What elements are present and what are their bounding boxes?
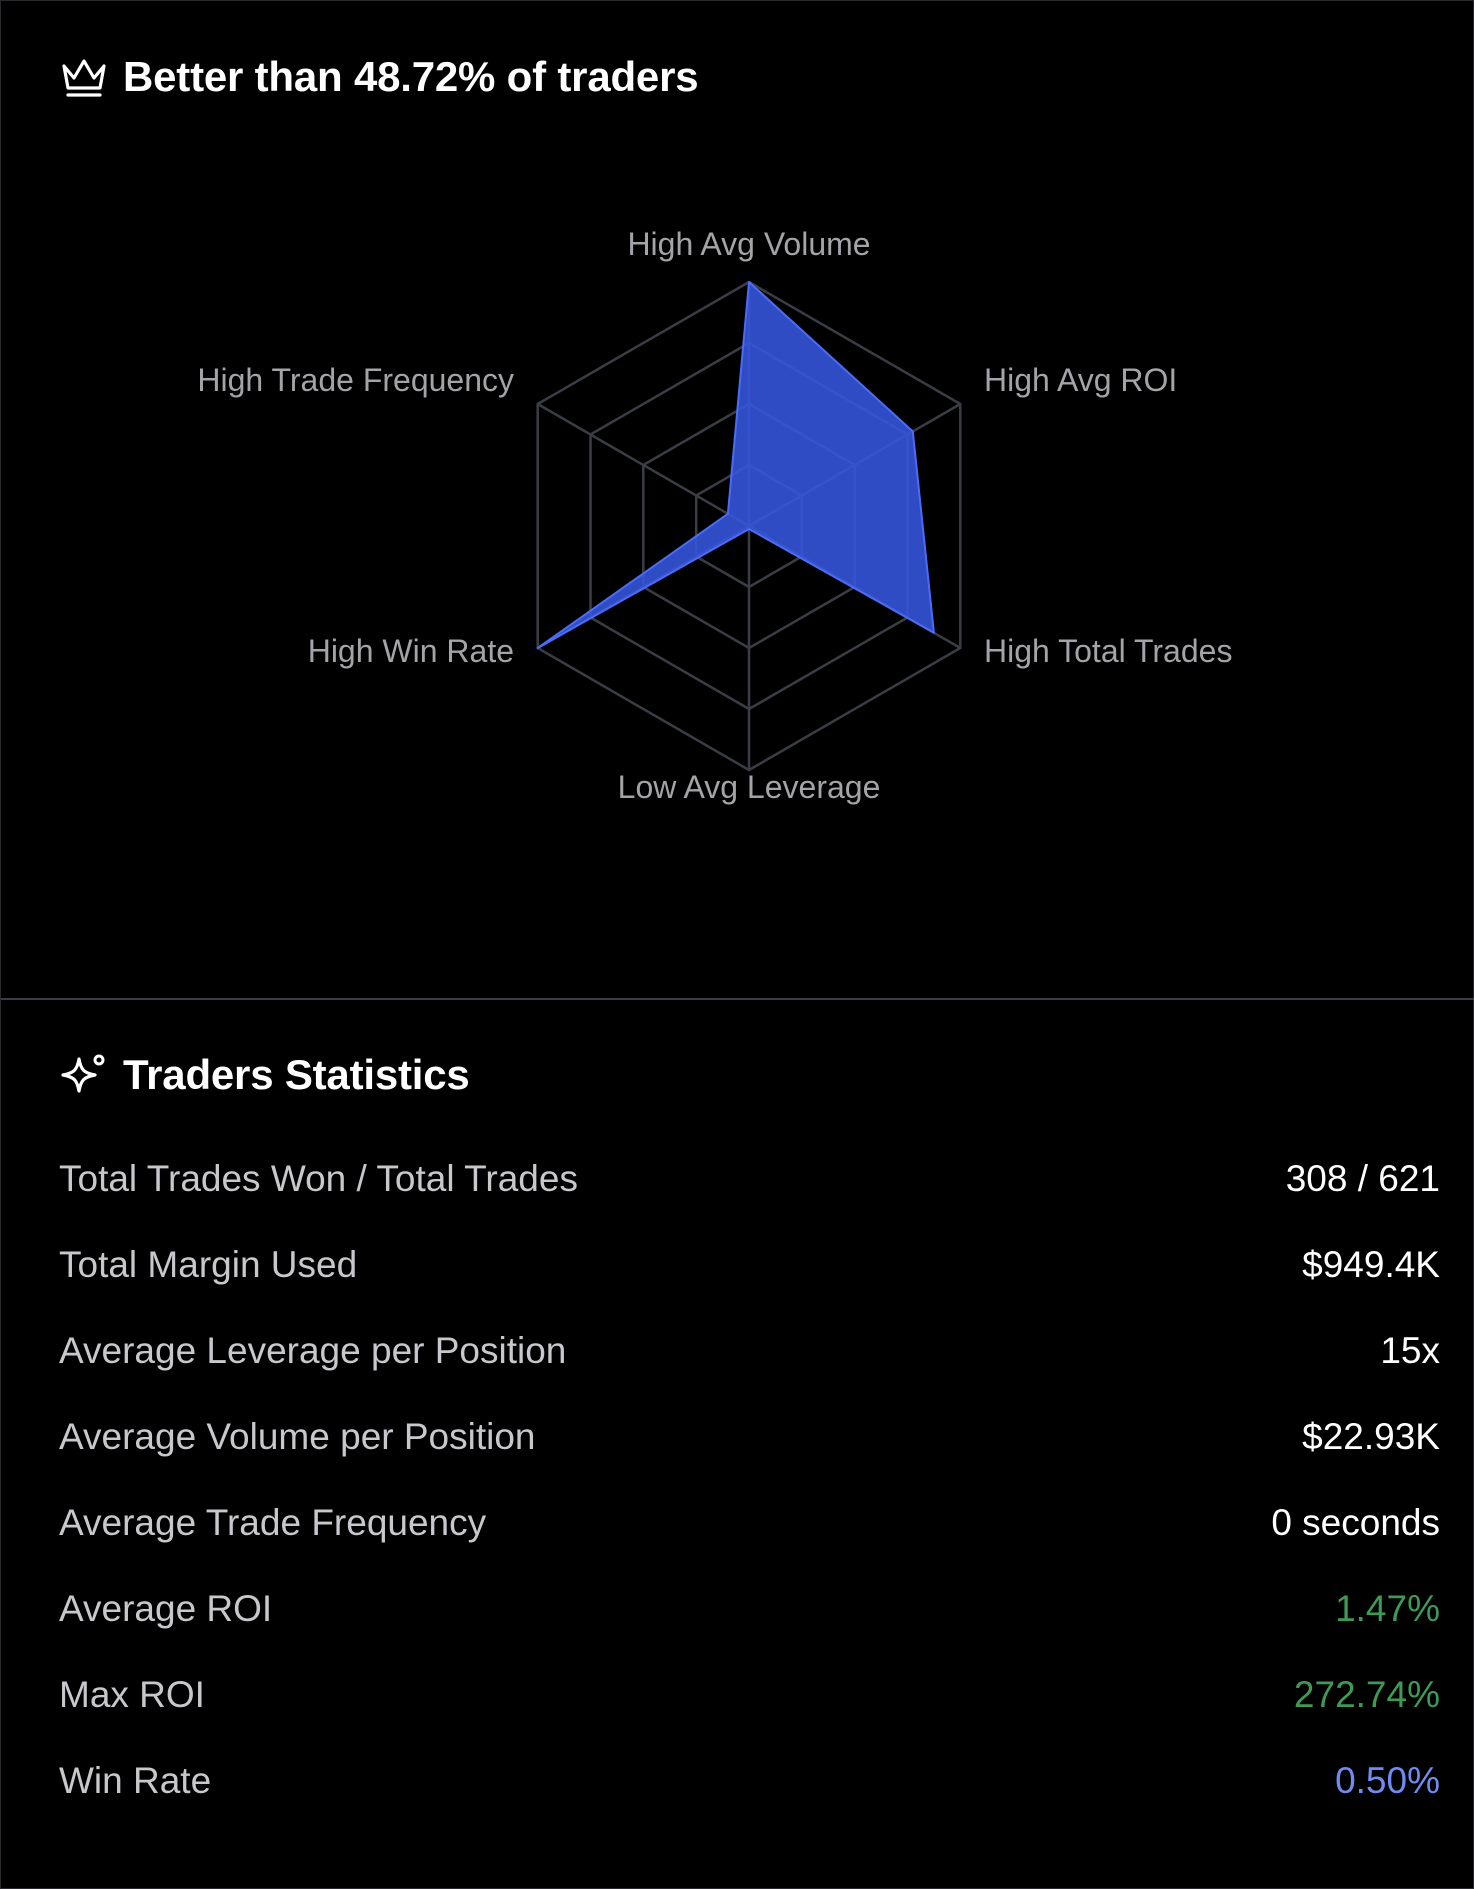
radar-axis-label-2: High Avg ROI [984,362,1177,398]
radar-spoke-6 [537,402,750,528]
radar-axis-label-4: Low Avg Leverage [618,769,881,805]
radar-chart-svg: High Avg Volume High Avg ROI High Total Tr… [197,226,1232,805]
stat-value: 308 / 621 [1285,1158,1440,1199]
radar-axis-label-3: High Total Trades [984,633,1232,669]
stat-label: Total Margin Used [59,1244,358,1285]
stat-label: Average Leverage per Position [59,1330,567,1371]
stat-row-total-trades: Total Trades Won / Total Trades 308 / 62… [59,1136,1440,1222]
rank-header: Better than 48.72% of traders [59,53,699,101]
radar-chart: High Avg Volume High Avg ROI High Total Tr… [1,1,1474,1001]
stat-value: $949.4K [1302,1244,1440,1285]
stat-label: Max ROI [59,1674,205,1715]
sparkle-icon [59,1053,107,1097]
stat-row-avg-volume: Average Volume per Position $22.93K [59,1394,1440,1480]
stat-row-trade-frequency: Average Trade Frequency 0 seconds [59,1480,1440,1566]
stat-row-avg-leverage: Average Leverage per Position 15x [59,1308,1440,1394]
stats-title: Traders Statistics [123,1051,470,1098]
stat-row-total-margin: Total Margin Used $949.4K [59,1222,1440,1308]
radar-axis-label-5: High Win Rate [308,633,514,669]
crown-icon [59,56,109,98]
radar-axis-label-6: High Trade Frequency [197,362,514,398]
stat-label: Win Rate [59,1760,212,1801]
stat-label: Average ROI [59,1588,273,1629]
stat-value: 0 seconds [1271,1502,1440,1543]
stat-label: Total Trades Won / Total Trades [59,1158,578,1199]
stat-value: 15x [1380,1330,1440,1371]
stat-row-max-roi: Max ROI 272.74% [59,1652,1440,1738]
stat-value: 272.74% [1293,1674,1440,1715]
rank-title: Better than 48.72% of traders [123,53,699,100]
stat-value: 0.50% [1335,1760,1440,1801]
radar-axis-labels: High Avg Volume High Avg ROI High Total Tr… [197,226,1232,805]
radar-series-area [536,281,935,649]
stats-list: Total Trades Won / Total Trades 308 / 62… [59,1136,1440,1824]
stat-value: 1.47% [1335,1588,1440,1629]
stat-row-avg-roi: Average ROI 1.47% [59,1566,1440,1652]
stats-header: Traders Statistics [59,1051,470,1099]
stat-label: Average Volume per Position [59,1416,536,1457]
stat-row-win-rate: Win Rate 0.50% [59,1738,1440,1824]
radar-axis-label-1: High Avg Volume [627,226,870,262]
section-divider [1,998,1474,1000]
stat-value: $22.93K [1302,1416,1440,1457]
stat-label: Average Trade Frequency [59,1502,487,1543]
